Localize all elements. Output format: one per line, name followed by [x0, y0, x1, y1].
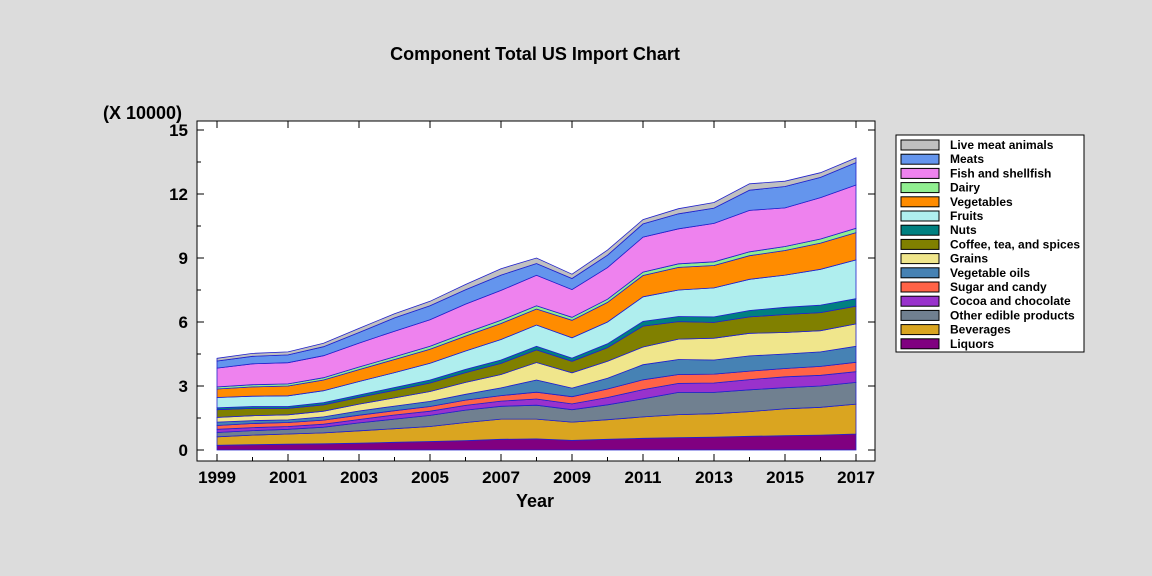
- x-tick-label: 2007: [482, 468, 520, 487]
- y-tick-label: 0: [179, 441, 188, 460]
- legend-swatch: [900, 167, 940, 179]
- legend-swatch: [900, 295, 940, 307]
- legend-entry: Vegetable oils: [950, 266, 1030, 280]
- legend-swatch: [900, 267, 940, 279]
- x-tick-label: 2009: [553, 468, 591, 487]
- legend-entry: Nuts: [950, 223, 977, 237]
- legend-entry: Other edible products: [950, 308, 1075, 322]
- legend-swatch: [900, 224, 940, 236]
- x-tick-label: 2013: [695, 468, 733, 487]
- y-tick-label: 9: [179, 249, 188, 268]
- legend-swatch: [900, 210, 940, 222]
- legend-entry: Liquors: [950, 337, 994, 351]
- y-tick-label: 12: [169, 185, 188, 204]
- x-axis-label: Year: [516, 491, 554, 511]
- x-tick-label: 2003: [340, 468, 378, 487]
- legend-swatch: [900, 238, 940, 250]
- legend-entry: Dairy: [950, 181, 980, 195]
- legend-swatch: [900, 281, 940, 293]
- legend-entry: Fish and shellfish: [950, 166, 1051, 180]
- legend-swatch: [900, 338, 940, 350]
- legend-swatch: [900, 253, 940, 265]
- y-tick-label: 6: [179, 313, 188, 332]
- x-tick-label: 2005: [411, 468, 449, 487]
- legend-swatch: [900, 139, 940, 151]
- y-tick-label: 3: [179, 377, 188, 396]
- legend-entry: Beverages: [950, 323, 1011, 337]
- chart-title: Component Total US Import Chart: [390, 44, 680, 64]
- legend-entry: Live meat animals: [950, 138, 1054, 152]
- area-series-group: [216, 157, 857, 451]
- x-tick-label: 2011: [625, 468, 662, 487]
- legend-swatch: [900, 309, 940, 321]
- legend-swatch: [900, 324, 940, 336]
- legend-swatch: [900, 182, 940, 194]
- legend-entry: Meats: [950, 152, 984, 166]
- legend-entry: Cocoa and chocolate: [950, 294, 1071, 308]
- x-tick-label: 2001: [269, 468, 307, 487]
- legend-swatch: [900, 153, 940, 165]
- legend-entry: Coffee, tea, and spices: [950, 237, 1080, 251]
- area-live-meat-animals: [216, 157, 857, 362]
- y-tick-label: 15: [169, 121, 188, 140]
- y-multiplier-label: (X 10000): [103, 103, 182, 123]
- x-tick-label: 1999: [198, 468, 236, 487]
- legend-swatch: [900, 196, 940, 208]
- x-tick-label: 2015: [766, 468, 804, 487]
- x-axis: 1999 2001 2003 2005 2007 2009 2011 2013 2015 2017: [198, 121, 875, 487]
- y-axis: 0 3 6 9 12 15: [169, 121, 875, 460]
- legend-entry: Vegetables: [950, 195, 1013, 209]
- legend-entry: Grains: [950, 252, 988, 266]
- x-tick-label: 2017: [837, 468, 875, 487]
- legend-entry: Sugar and candy: [950, 280, 1047, 294]
- legend-entry: Fruits: [950, 209, 984, 223]
